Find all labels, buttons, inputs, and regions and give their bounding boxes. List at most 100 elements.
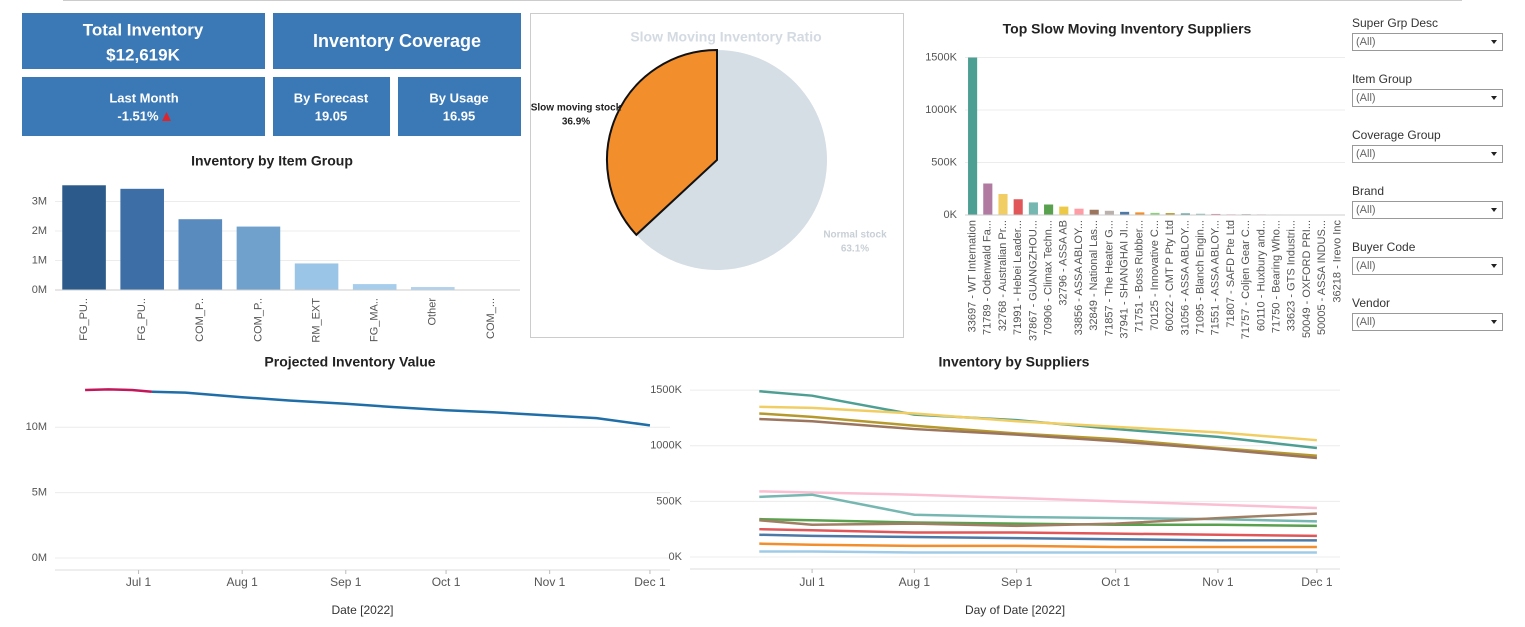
x-tick-label: RM_EXT [310, 298, 322, 343]
y-tick-label: 0M [32, 284, 47, 296]
bar [1059, 206, 1069, 215]
y-tick-label: 500K [931, 156, 957, 168]
y-tick-label: 1000K [650, 440, 682, 452]
x-tick-label: 37941 - SHANGHAI JI... [1119, 220, 1131, 339]
bar [1044, 204, 1054, 215]
bar [1150, 212, 1160, 215]
series-line [759, 533, 1317, 542]
filter-label: Brand [1352, 184, 1385, 198]
kpi-tile [22, 77, 265, 136]
kpi-title: Inventory Coverage [313, 31, 481, 51]
x-tick-label: 70906 - Climax Techn... [1043, 220, 1055, 335]
chart-title: Top Slow Moving Inventory Suppliers [1003, 21, 1252, 37]
y-tick-label: 1M [32, 254, 47, 266]
series-line [759, 490, 1317, 510]
kpi-label: Total Inventory [83, 20, 204, 39]
y-tick-label: 0K [669, 551, 683, 563]
x-tick-label: Jul 1 [126, 575, 152, 589]
x-tick-label: Aug 1 [226, 575, 258, 589]
kpi-value: 19.05 [315, 108, 348, 123]
bar [1211, 213, 1221, 215]
chart-title: Inventory by Suppliers [939, 354, 1090, 370]
x-tick-label: 50049 - OXFORD PRI... [1301, 220, 1313, 338]
x-tick-label: 37867 - GUANGZHOU... [1027, 220, 1039, 341]
pie-slice [636, 50, 827, 270]
kpi-label: Last Month [109, 90, 178, 105]
pie-value-label: 36.9% [562, 117, 590, 128]
y-tick-label: 0M [32, 552, 47, 564]
x-tick-label: Nov 1 [534, 575, 566, 589]
filter-dropdown[interactable]: (All) [1352, 145, 1503, 163]
x-tick-label: 71750 - Bearing Who... [1271, 220, 1283, 333]
y-tick-label: 5M [32, 487, 47, 499]
x-tick-label: Oct 1 [432, 575, 461, 589]
filter-dropdown[interactable]: (All) [1352, 201, 1503, 219]
series-line [759, 405, 1317, 442]
kpi-value: 16.95 [443, 108, 476, 123]
pie-label: Slow moving stock [531, 103, 622, 114]
x-tick-label: 71751 - Boss Rubber... [1134, 220, 1146, 333]
chart-title: Slow Moving Inventory Ratio [630, 29, 821, 45]
y-tick-label: 1500K [925, 51, 957, 63]
bar [236, 226, 281, 290]
filter-label: Buyer Code [1352, 240, 1416, 254]
bar [178, 219, 223, 290]
bar [294, 263, 339, 290]
y-tick-label: 1000K [925, 104, 957, 116]
x-tick-label: 33623 - GTS Industri... [1286, 220, 1298, 331]
kpi-tile [273, 77, 390, 136]
pie-label: Normal stock [823, 230, 887, 241]
series-line [151, 390, 651, 427]
x-tick-label: 31056 - ASSA ABLOY... [1179, 220, 1191, 335]
x-tick-label: 71551 - ASSA ABLOY... [1210, 220, 1222, 335]
bar [1135, 212, 1145, 215]
filter-dropdown[interactable]: (All) [1352, 33, 1503, 51]
kpi-label: By Usage [429, 90, 488, 105]
x-tick-label: 36218 - Irevo Inc [1331, 220, 1343, 303]
kpi-label: By Forecast [294, 90, 369, 105]
x-tick-label: COM_P.. [194, 298, 206, 342]
bar [411, 287, 455, 290]
x-tick-label: 71095 - Blanch Engin... [1195, 220, 1207, 334]
y-tick-label: 500K [656, 495, 682, 507]
bar [1196, 213, 1206, 215]
filter-dropdown[interactable]: (All) [1352, 89, 1503, 107]
x-tick-label: Other [427, 298, 439, 326]
chart-title: Projected Inventory Value [264, 354, 435, 370]
kpi-tile [398, 77, 521, 136]
x-tick-label: 33697 - WT Internation [967, 220, 979, 332]
x-tick-label: 60022 - CMT P Pty Ltd [1164, 220, 1176, 331]
bar [983, 183, 993, 215]
y-tick-label: 3M [32, 195, 47, 207]
x-tick-label: 71757 - Coljen Gear C... [1240, 220, 1252, 339]
y-tick-label: 2M [32, 225, 47, 237]
x-tick-label: Nov 1 [1202, 575, 1234, 589]
x-tick-label: 50005 - ASSA INDUS... [1316, 220, 1328, 335]
pie-slice [606, 48, 718, 237]
x-tick-label: 71991 - Hebei Leader... [1012, 220, 1024, 335]
bar [120, 188, 164, 290]
kpi-value: $12,619K [106, 45, 180, 64]
x-tick-label: 71857 - The Heater G... [1103, 220, 1115, 336]
y-tick-label: 1500K [650, 384, 682, 396]
x-tick-label: 32849 - National Las... [1088, 220, 1100, 331]
series-line [759, 527, 1317, 538]
x-tick-label: 32796 - ASSA AB [1058, 220, 1070, 306]
x-tick-label: Sep 1 [1001, 575, 1033, 589]
bar [1013, 199, 1023, 215]
bar [1089, 209, 1099, 215]
chart-title: Inventory by Item Group [191, 153, 353, 169]
series-line [759, 417, 1318, 460]
bar [1104, 210, 1114, 215]
filter-dropdown[interactable]: (All) [1352, 313, 1503, 331]
x-tick-label: COM_... [485, 298, 497, 339]
filter-dropdown[interactable]: (All) [1352, 257, 1503, 275]
x-tick-label: 60110 - Huxbury and... [1255, 220, 1267, 331]
series-line [85, 388, 153, 393]
filter-label: Item Group [1352, 72, 1413, 86]
x-axis-title: Date [2022] [331, 603, 393, 617]
x-tick-label: Dec 1 [1301, 575, 1333, 589]
series-line [759, 517, 1317, 528]
